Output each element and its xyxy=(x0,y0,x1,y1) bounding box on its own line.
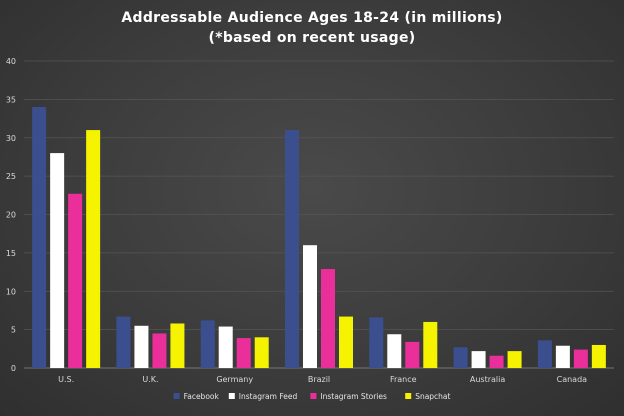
bar-snapchat xyxy=(86,130,101,368)
x-tick-label: U.K. xyxy=(142,375,158,384)
bar-instagram-feed xyxy=(471,351,486,368)
bar-instagram-stories xyxy=(321,268,335,368)
y-tick-label: 5 xyxy=(11,326,16,335)
legend-label: Instagram Feed xyxy=(239,392,298,401)
y-tick-label: 20 xyxy=(6,211,16,220)
bar-instagram-feed xyxy=(50,153,65,368)
bar-snapchat xyxy=(507,351,522,368)
bar-snapchat xyxy=(170,323,185,368)
x-tick-label: Brazil xyxy=(308,375,330,384)
bar-facebook xyxy=(537,340,552,368)
x-tick-label: France xyxy=(390,375,417,384)
y-tick-label: 40 xyxy=(6,57,16,66)
bar-instagram-feed xyxy=(303,245,317,368)
legend-label: Snapchat xyxy=(415,392,450,401)
bar-instagram-stories xyxy=(573,349,588,368)
x-tick-label: Germany xyxy=(216,375,253,384)
bar-instagram-feed xyxy=(387,334,402,368)
bar-instagram-feed xyxy=(218,326,233,368)
bar-snapchat xyxy=(591,344,606,368)
bar-instagram-feed xyxy=(555,345,570,368)
bar-facebook xyxy=(116,316,131,368)
bar-snapchat xyxy=(423,321,438,368)
legend-swatch xyxy=(310,393,317,399)
legend-label: Facebook xyxy=(184,392,220,401)
y-tick-label: 35 xyxy=(6,95,16,104)
chart-title: Addressable Audience Ages 18-24 (in mill… xyxy=(121,10,503,26)
y-tick-label: 30 xyxy=(6,134,16,143)
bar-instagram-stories xyxy=(489,355,504,368)
legend-swatch xyxy=(173,393,180,399)
bar-facebook xyxy=(200,320,215,368)
x-tick-label: Canada xyxy=(557,375,588,384)
legend-swatch xyxy=(228,393,235,399)
bar-facebook xyxy=(285,130,299,368)
bar-facebook xyxy=(453,347,468,368)
bar-snapchat xyxy=(254,337,269,368)
bar-instagram-feed xyxy=(134,325,149,368)
chart-subtitle: (*based on recent usage) xyxy=(208,30,416,46)
bar-instagram-stories xyxy=(68,193,83,368)
bar-snapchat xyxy=(339,316,353,368)
bar-instagram-stories xyxy=(405,341,420,368)
bar-instagram-stories xyxy=(236,338,251,368)
y-tick-label: 15 xyxy=(6,249,16,258)
legend-swatch xyxy=(405,393,412,399)
bar-facebook xyxy=(369,317,384,368)
legend-label: Instagram Stories xyxy=(320,392,387,401)
bar-instagram-stories xyxy=(152,333,167,368)
y-tick-label: 0 xyxy=(11,364,16,373)
y-tick-label: 10 xyxy=(6,287,16,296)
x-tick-label: U.S. xyxy=(58,375,74,384)
y-tick-label: 25 xyxy=(6,172,16,181)
x-tick-label: Australia xyxy=(470,375,505,384)
bar-facebook xyxy=(32,107,47,369)
